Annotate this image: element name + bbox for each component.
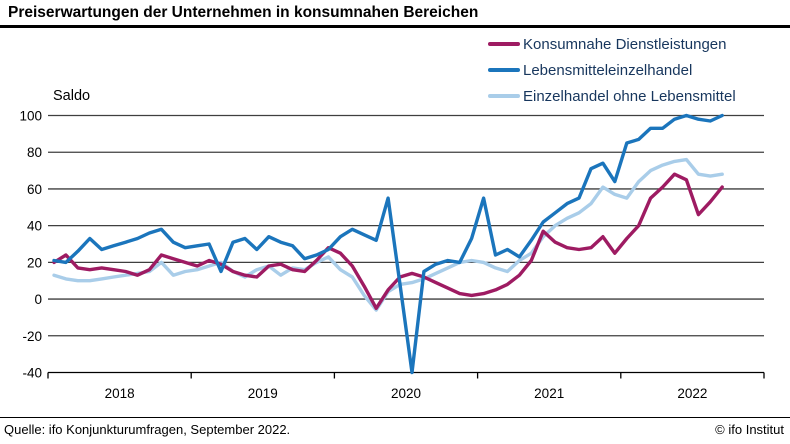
chart-legend: Konsumnahe Dienstleistungen Lebensmittel… — [488, 31, 736, 109]
y-tick-label-20: 20 — [27, 255, 42, 270]
source-note: Quelle: ifo Konjunkturumfragen, Septembe… — [4, 422, 291, 437]
y-tick-label--20: -20 — [22, 329, 42, 344]
footer-divider — [0, 417, 790, 418]
page-title: Preiserwartungen der Unternehmen in kons… — [8, 4, 479, 21]
copyright-note: © ifo Institut — [715, 422, 784, 437]
legend-label-konsumnahe-dienstleistungen: Konsumnahe Dienstleistungen — [523, 35, 727, 53]
title-divider — [0, 25, 790, 28]
y-tick-label-60: 60 — [27, 182, 42, 197]
y-tick-label-100: 100 — [19, 109, 42, 124]
x-tick-label-2018: 2018 — [105, 386, 135, 401]
legend-item-konsumnahe-dienstleistungen: Konsumnahe Dienstleistungen — [488, 31, 736, 57]
x-tick-label-2020: 2020 — [391, 386, 421, 401]
legend-label-einzelhandel-ohne-lebensmittel: Einzelhandel ohne Lebensmittel — [523, 87, 736, 105]
legend-swatch-lebensmitteleinzelhandel — [488, 68, 520, 72]
legend-label-lebensmitteleinzelhandel: Lebensmitteleinzelhandel — [523, 61, 693, 79]
series-line-lebensmitteleinzelhandel — [52, 113, 724, 375]
legend-swatch-konsumnahe-dienstleistungen — [488, 42, 520, 46]
y-axis-title: Saldo — [53, 88, 91, 104]
y-tick-label-40: 40 — [27, 219, 42, 234]
series-line-konsumnahe-dienstleistungen — [52, 172, 724, 310]
x-tick-label-2021: 2021 — [534, 386, 564, 401]
y-tick-label-80: 80 — [27, 145, 42, 160]
legend-swatch-einzelhandel-ohne-lebensmittel — [488, 94, 520, 98]
y-tick-label-0: 0 — [34, 292, 42, 307]
y-tick-label--40: -40 — [22, 366, 42, 381]
legend-item-lebensmitteleinzelhandel: Lebensmitteleinzelhandel — [488, 57, 736, 83]
x-tick-label-2022: 2022 — [677, 386, 707, 401]
x-tick-label-2019: 2019 — [248, 386, 278, 401]
legend-item-einzelhandel-ohne-lebensmittel: Einzelhandel ohne Lebensmittel — [488, 83, 736, 109]
